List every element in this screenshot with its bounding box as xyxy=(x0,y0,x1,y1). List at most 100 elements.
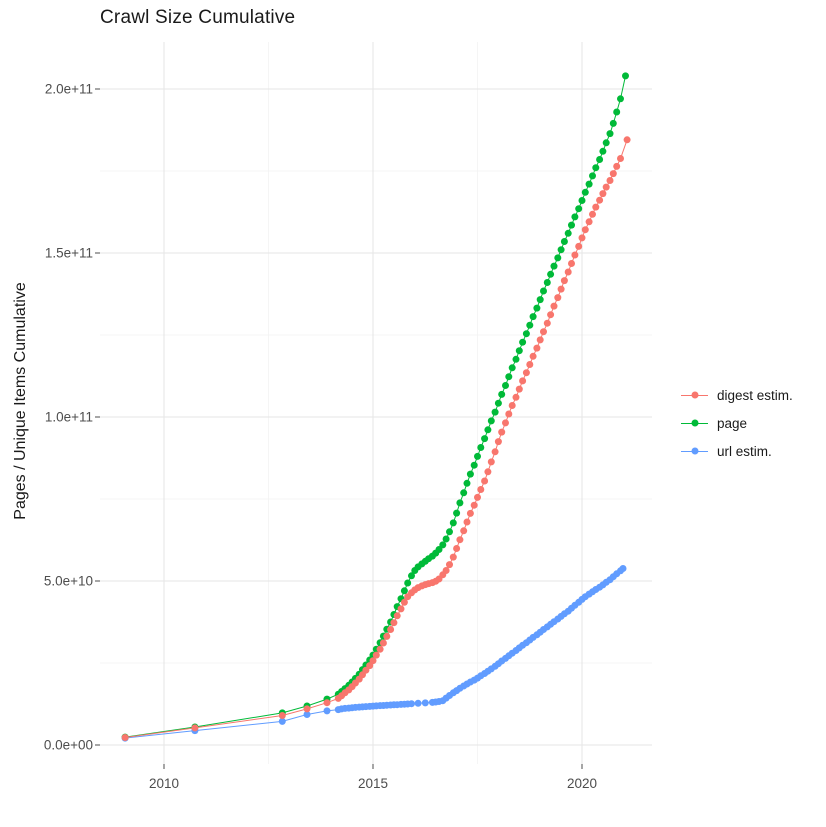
data-point-url-estim- xyxy=(414,699,422,707)
data-point-digest-estim- xyxy=(456,536,464,544)
data-point-page xyxy=(519,338,527,346)
data-point-page xyxy=(466,470,474,478)
data-point-digest-estim- xyxy=(557,285,565,293)
data-point-digest-estim- xyxy=(453,545,461,552)
y-axis-title: Pages / Unique Items Cumulative xyxy=(12,282,29,520)
data-point-digest-estim- xyxy=(383,632,391,640)
y-tick-label: 5.0e+10 xyxy=(44,574,93,589)
data-point-page xyxy=(622,72,629,80)
data-point-digest-estim- xyxy=(529,352,537,360)
data-point-digest-estim- xyxy=(498,428,506,436)
data-point-page xyxy=(494,399,502,407)
data-point-digest-estim- xyxy=(191,724,199,732)
data-point-page xyxy=(449,519,457,527)
chart-title: Crawl Size Cumulative xyxy=(100,7,296,28)
data-point-page xyxy=(460,489,468,497)
legend: digest estim. page url estim. xyxy=(681,381,793,465)
data-point-digest-estim- xyxy=(536,336,544,344)
y-tick-label: 1.5e+11 xyxy=(45,246,93,261)
data-point-page xyxy=(522,330,530,338)
data-point-page xyxy=(568,221,575,229)
data-point-digest-estim- xyxy=(508,402,516,409)
data-point-digest-estim- xyxy=(278,712,286,719)
data-point-page xyxy=(404,579,412,587)
data-point-digest-estim- xyxy=(484,468,492,476)
data-point-page xyxy=(547,270,555,278)
data-point-page xyxy=(557,246,565,254)
data-point-digest-estim- xyxy=(613,162,621,170)
data-point-page xyxy=(400,587,408,595)
data-point-url-estim- xyxy=(408,700,415,708)
data-point-page xyxy=(575,205,583,213)
data-point-digest-estim- xyxy=(372,651,380,659)
data-point-page xyxy=(564,229,572,237)
data-point-digest-estim- xyxy=(477,486,485,493)
data-point-page xyxy=(581,188,589,196)
data-point-page xyxy=(596,156,604,163)
data-point-page xyxy=(536,296,544,304)
data-point-page xyxy=(505,373,513,381)
data-point-page xyxy=(446,528,453,536)
data-point-page xyxy=(508,364,516,372)
data-point-url-estim- xyxy=(323,707,331,715)
data-point-digest-estim- xyxy=(596,196,604,204)
data-point-page xyxy=(606,130,614,138)
data-point-digest-estim- xyxy=(387,626,395,633)
legend-key-digest-line-dot-icon xyxy=(681,388,708,402)
data-point-page xyxy=(589,172,596,180)
data-point-digest-estim- xyxy=(585,218,593,226)
data-point-page xyxy=(491,408,499,416)
data-point-digest-estim- xyxy=(564,268,572,276)
data-point-page xyxy=(599,147,607,155)
data-point-digest-estim- xyxy=(481,477,489,485)
data-point-digest-estim- xyxy=(460,527,468,535)
data-point-digest-estim- xyxy=(376,645,384,653)
data-point-digest-estim- xyxy=(505,410,513,418)
data-point-page xyxy=(502,382,509,389)
data-point-digest-estim- xyxy=(474,493,481,501)
y-tick-label: 2.0e+11 xyxy=(45,82,93,97)
data-point-digest-estim- xyxy=(540,328,547,336)
legend-entry-page: page xyxy=(681,409,793,437)
data-point-digest-estim- xyxy=(397,605,405,613)
data-point-page xyxy=(484,426,492,434)
data-point-page xyxy=(512,355,520,363)
data-point-url-estim- xyxy=(303,711,311,718)
data-point-digest-estim- xyxy=(568,260,575,267)
data-point-page xyxy=(498,390,506,398)
data-point-digest-estim- xyxy=(578,234,586,242)
data-point-digest-estim- xyxy=(303,705,311,713)
data-point-digest-estim- xyxy=(589,210,596,218)
data-point-digest-estim- xyxy=(533,344,541,352)
data-point-digest-estim- xyxy=(554,294,562,302)
data-point-page xyxy=(613,108,621,116)
data-point-digest-estim- xyxy=(581,226,589,234)
data-point-digest-estim- xyxy=(602,183,610,191)
data-point-page xyxy=(463,479,471,487)
data-point-digest-estim- xyxy=(609,170,617,178)
data-point-digest-estim- xyxy=(526,361,534,368)
data-point-digest-estim- xyxy=(522,369,530,377)
data-point-page xyxy=(578,197,586,204)
data-point-page xyxy=(617,95,624,103)
data-point-url-estim- xyxy=(278,717,286,725)
data-point-page xyxy=(560,238,568,245)
data-point-page xyxy=(515,347,523,355)
data-point-digest-estim- xyxy=(379,639,387,647)
data-point-digest-estim- xyxy=(466,509,474,517)
y-tick-label: 0.0e+00 xyxy=(44,738,93,753)
series-line-page xyxy=(125,75,626,738)
data-point-page xyxy=(487,417,495,425)
data-point-page xyxy=(592,164,600,172)
data-point-url-estim- xyxy=(619,565,627,572)
data-point-page xyxy=(533,304,541,312)
data-point-page xyxy=(470,461,478,469)
data-point-url-estim- xyxy=(421,699,429,707)
data-point-digest-estim- xyxy=(543,319,551,327)
data-point-page xyxy=(543,279,551,286)
legend-entry-url-estim: url estim. xyxy=(681,437,793,465)
data-point-page xyxy=(540,287,547,295)
data-point-digest-estim- xyxy=(470,501,478,509)
